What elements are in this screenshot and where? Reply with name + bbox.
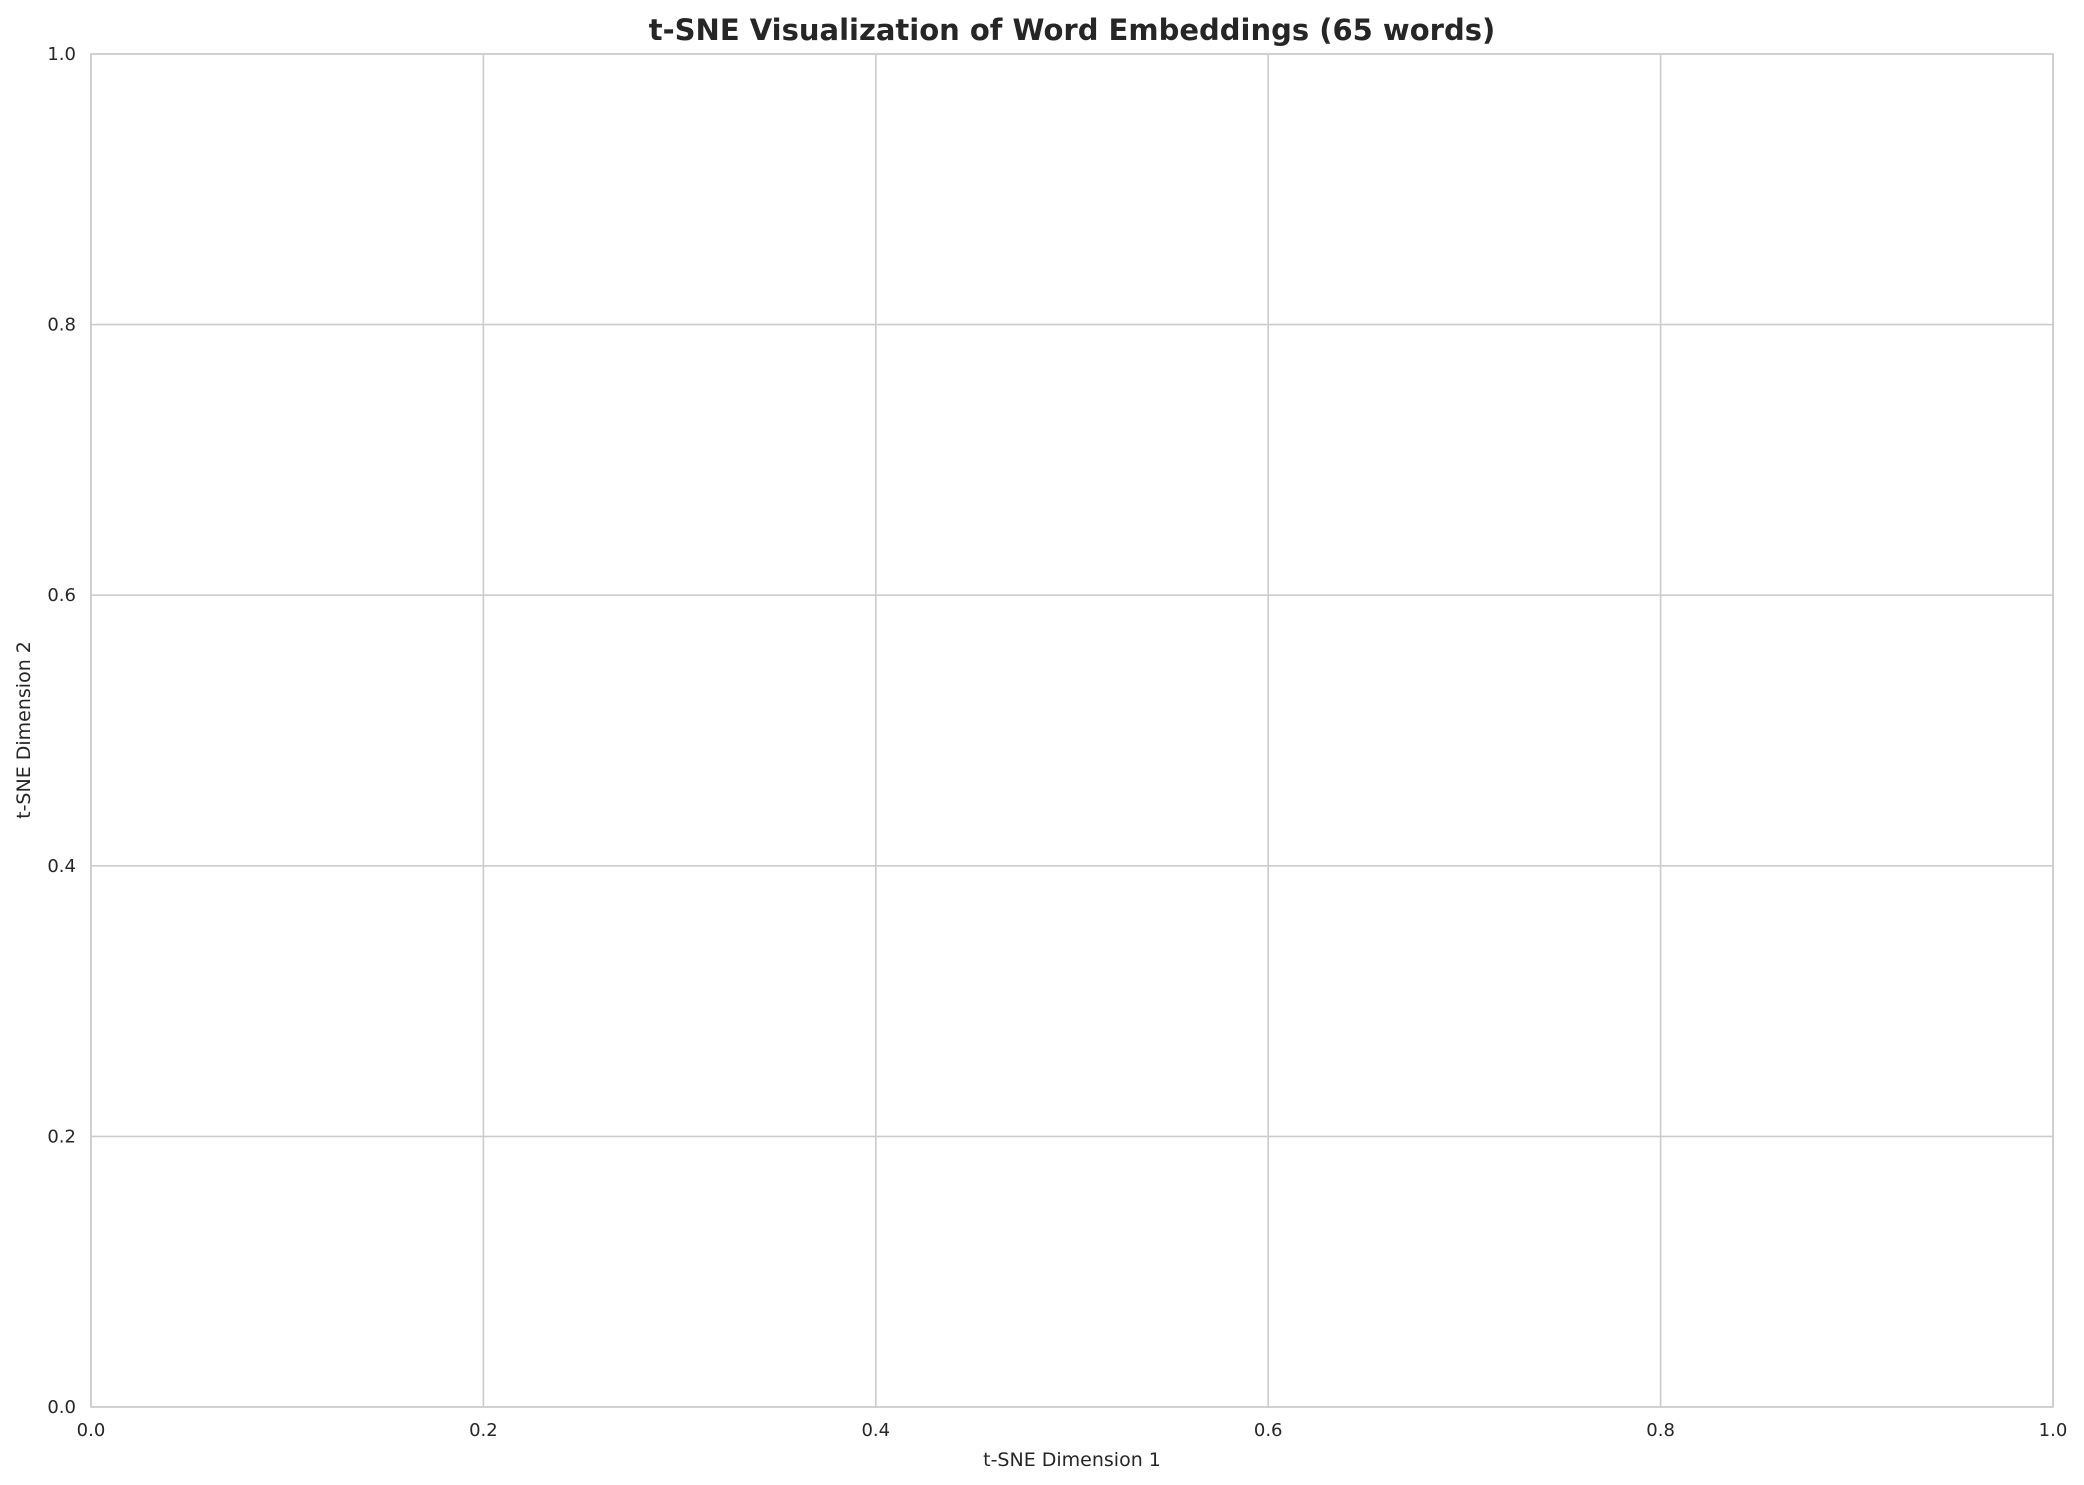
x-tick-label: 1.0	[2039, 1420, 2068, 1441]
x-tick-label: 0.8	[1646, 1420, 1675, 1441]
y-tick-label: 0.2	[47, 1126, 76, 1147]
x-tick-label: 0.0	[77, 1420, 106, 1441]
y-tick-label: 0.6	[47, 585, 76, 606]
x-tick-label: 0.2	[469, 1420, 498, 1441]
x-tick-label: 0.6	[1254, 1420, 1283, 1441]
x-tick-label: 0.4	[861, 1420, 890, 1441]
y-tick-label: 1.0	[47, 44, 76, 65]
y-tick-label: 0.4	[47, 856, 76, 877]
chart-title: t-SNE Visualization of Word Embeddings (…	[649, 13, 1495, 47]
grid	[90, 53, 2054, 1408]
y-axis-label: t-SNE Dimension 2	[13, 641, 35, 819]
y-tick-label: 0.0	[47, 1397, 76, 1418]
ticks: 0.0 0.2 0.4 0.6 0.8 1.0 0.0 0.2 0.4 0.6 0.8 1.0	[47, 44, 2067, 1441]
y-tick-label: 0.8	[47, 315, 76, 336]
plot-frame	[90, 53, 2054, 1408]
x-axis-label: t-SNE Dimension 1	[983, 1449, 1161, 1471]
